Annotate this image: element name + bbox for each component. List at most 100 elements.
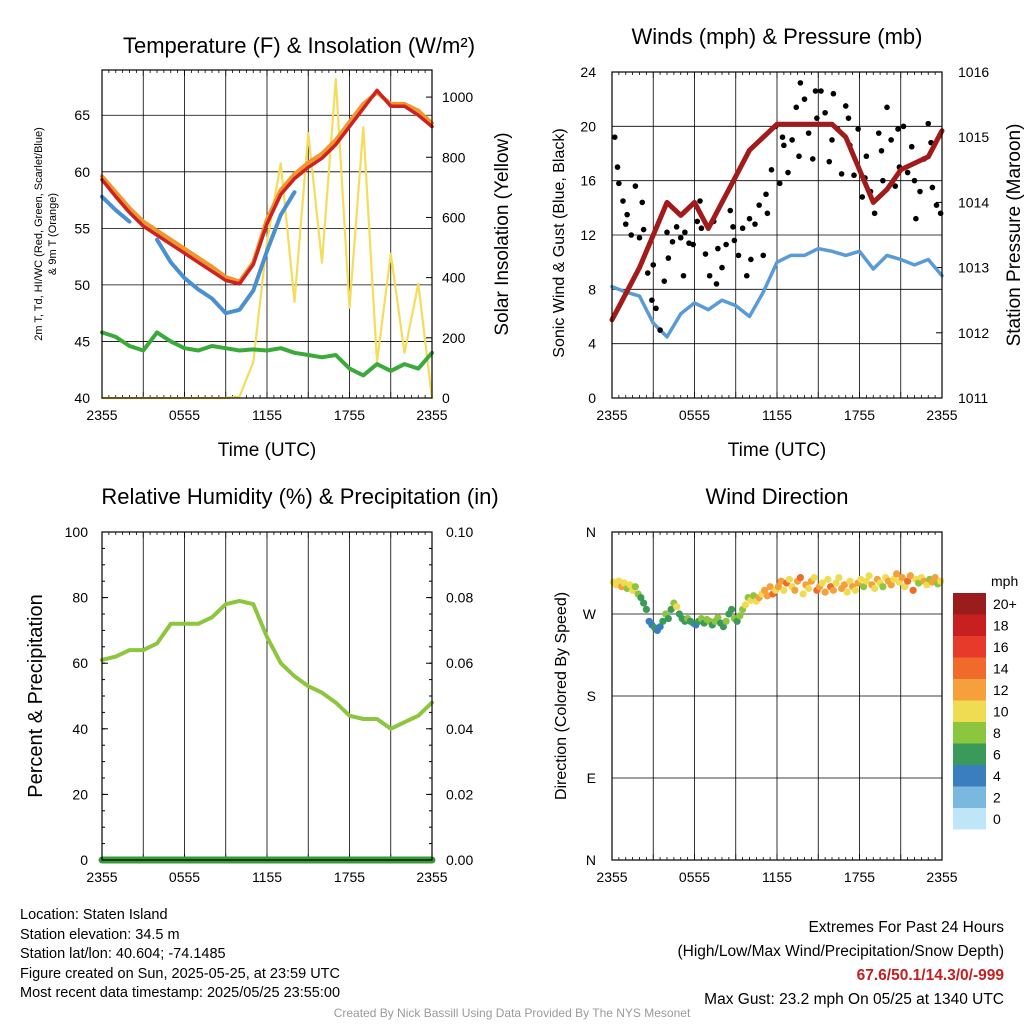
wind-ytick-label: 0	[588, 390, 596, 406]
station-location: Location: Staten Island	[20, 907, 168, 923]
gust-point	[925, 120, 932, 127]
wdir-point	[851, 586, 859, 594]
rh-xtick-label: 0555	[169, 869, 200, 885]
temp-xtick-label: 1155	[252, 407, 282, 423]
wdir-point	[796, 573, 804, 582]
gust-point	[917, 188, 923, 195]
wdir-point	[785, 575, 793, 583]
wind-border	[611, 71, 943, 399]
gust-point	[913, 215, 919, 222]
wdir-ylabel: Direction (Colored By Speed)	[553, 592, 570, 800]
gust-point	[855, 126, 861, 132]
gust-point	[779, 134, 786, 140]
gust-point	[690, 241, 696, 248]
wdir-legend-swatch	[953, 636, 986, 658]
wdir-point	[733, 617, 741, 625]
wdir-legend-title: mph	[991, 573, 1018, 589]
wdir-point	[893, 570, 901, 578]
wdir-ytick-label: S	[587, 688, 596, 704]
wdir-point	[777, 577, 785, 585]
wdir-point	[728, 605, 736, 614]
gust-point	[826, 158, 833, 165]
wdir-point	[821, 588, 829, 596]
rh-yright-label: 0.06	[446, 655, 473, 671]
wdir-point	[673, 603, 681, 611]
rh-yright-label: 0.08	[446, 590, 473, 606]
rh-ytick-label: 20	[72, 786, 88, 802]
gust-point	[673, 224, 680, 230]
wind-xtick-label: 2355	[926, 407, 957, 423]
gust-point	[863, 153, 870, 160]
gust-point	[793, 104, 800, 111]
gust-point	[614, 164, 621, 170]
gust-point	[756, 202, 762, 208]
rh-ytick-label: 60	[72, 655, 88, 671]
wind-ytick-label: 8	[588, 281, 596, 297]
max-gust: Max Gust: 23.2 mph On 05/25 at 1340 UTC	[704, 991, 1004, 1008]
temp-ytick-label: 65	[74, 107, 90, 123]
wdir-legend-swatch	[953, 786, 986, 808]
gust-point	[636, 234, 643, 241]
gust-point	[730, 224, 736, 230]
wdir-legend-swatch	[953, 614, 986, 636]
wdir-legend-label: 18	[993, 617, 1009, 633]
gust-point	[624, 211, 630, 218]
wdir-point	[799, 590, 807, 598]
temp-ytick-label: 55	[74, 220, 90, 236]
wdir-point	[626, 581, 634, 589]
wdir-point	[810, 573, 818, 582]
wdir-legend-swatch	[953, 679, 986, 701]
gust-point	[713, 281, 720, 287]
wdir-point	[901, 583, 909, 591]
gust-point	[801, 96, 808, 102]
rh-xtick-label: 1755	[334, 869, 365, 885]
wdir-point	[637, 594, 645, 602]
wdir-point	[736, 612, 744, 620]
temp-line	[100, 88, 434, 286]
wdir-point	[722, 617, 730, 625]
wdir-point	[898, 573, 906, 582]
wdir-point	[818, 579, 826, 587]
wdir-point	[923, 581, 931, 589]
gust-point	[929, 184, 936, 191]
wdir-point	[761, 586, 769, 594]
gust-point	[878, 147, 885, 154]
temp-yright-label: 200	[442, 330, 466, 346]
wdir-point	[871, 584, 879, 593]
wind-yright-label: 1015	[958, 129, 989, 145]
gust-point	[649, 297, 655, 304]
wdir-point	[865, 572, 873, 580]
wdir-point	[741, 601, 749, 609]
station-elevation: Station elevation: 34.5 m	[20, 926, 180, 943]
wdir-legend-label: 4	[993, 768, 1001, 784]
temp-ytick-label: 45	[74, 333, 90, 349]
wdir-point	[805, 584, 813, 593]
gust-point	[812, 88, 819, 94]
gust-point	[845, 115, 852, 121]
wdir-point	[656, 623, 664, 631]
wdir-legend-label: 6	[993, 746, 1001, 762]
temp-ylabel-line2: & 9m T (Orange)	[47, 193, 59, 275]
gust-point	[680, 272, 687, 279]
temp-yright-label: 1000	[442, 89, 473, 105]
gust-point	[796, 153, 802, 160]
wdir-point	[840, 581, 848, 589]
wind-xtick-label: 2355	[596, 407, 627, 423]
gust-point	[789, 137, 795, 143]
wdir-xtick-label: 0555	[679, 869, 710, 885]
gust-point	[781, 142, 787, 149]
wdir-point	[915, 579, 923, 587]
wdir-point	[857, 575, 865, 583]
wdir-legend-swatch	[953, 808, 986, 830]
wdir-point	[667, 605, 675, 614]
gust-point	[620, 198, 626, 204]
dewpoint-line	[100, 190, 297, 316]
gust-point	[628, 232, 635, 238]
gust-point	[664, 229, 670, 236]
gust-point	[632, 183, 639, 189]
gust-point	[706, 272, 713, 279]
wdir-point	[719, 623, 727, 631]
extremes-panel: Extremes For Past 24 Hours (High/Low/Max…	[678, 916, 1005, 1012]
gust-point	[748, 256, 754, 263]
wdir-title: Wind Direction	[705, 484, 848, 509]
